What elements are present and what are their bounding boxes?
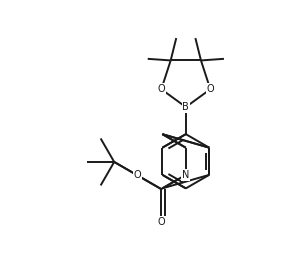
Text: O: O [157, 217, 165, 227]
Text: N: N [182, 170, 189, 180]
Text: O: O [207, 84, 214, 94]
Text: O: O [158, 84, 165, 94]
Text: B: B [182, 102, 189, 112]
Text: O: O [134, 170, 141, 181]
